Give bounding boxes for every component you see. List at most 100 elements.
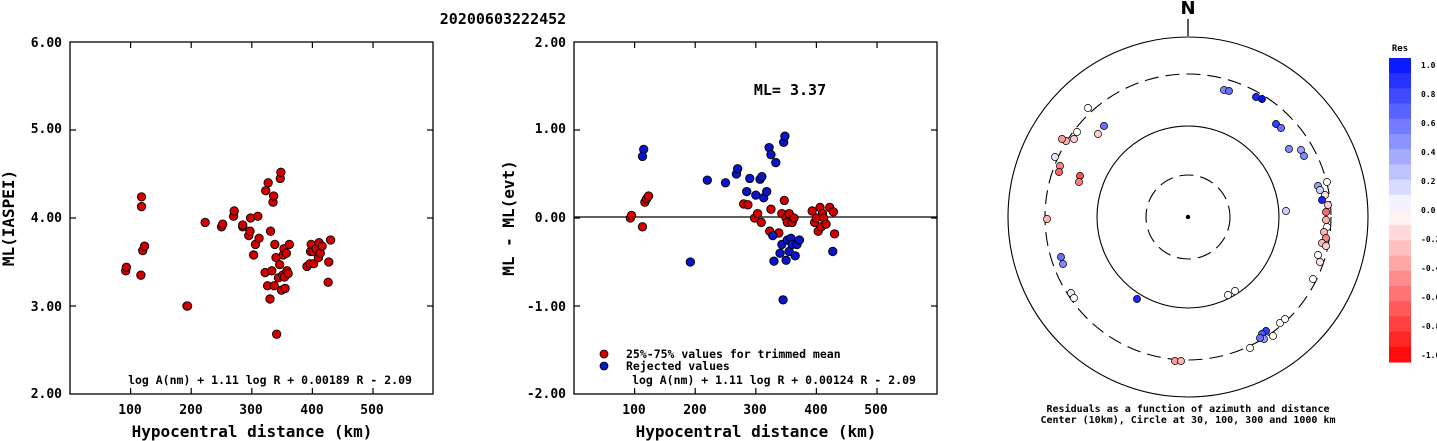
- data-point: [276, 167, 286, 177]
- station-point: [1323, 178, 1331, 186]
- data-point-rejected: [685, 257, 696, 267]
- colorbar-label: -0.6: [1421, 293, 1437, 302]
- data-point-used: [789, 213, 799, 223]
- data-point: [182, 301, 193, 311]
- x-tick-label: 300: [239, 403, 263, 418]
- station-point: [1100, 122, 1108, 130]
- circle-1000km: [1007, 36, 1369, 398]
- colorbar-label: 0.4: [1421, 148, 1436, 157]
- data-point-rejected: [771, 157, 781, 168]
- equation-text: log A(nm) + 1.11 log R + 0.00189 R - 2.0…: [128, 373, 412, 387]
- colorbar-label: 0.2: [1421, 177, 1436, 186]
- legend-marker-rejected: [599, 361, 609, 371]
- station-point: [1322, 242, 1330, 250]
- data-point: [283, 268, 293, 279]
- data-point: [270, 239, 280, 250]
- data-point-rejected: [702, 175, 712, 185]
- data-point-used: [643, 191, 654, 201]
- x-tick-label: 400: [300, 403, 324, 418]
- station-point: [1256, 334, 1264, 342]
- x-tick-labels: 100 200 300 400 500: [118, 403, 384, 418]
- data-point-rejected: [751, 190, 761, 200]
- station-point: [1300, 152, 1308, 160]
- data-points: [625, 131, 840, 305]
- data-point: [271, 329, 282, 339]
- colorbar-swatch: [1389, 225, 1411, 241]
- station-point: [1277, 124, 1285, 132]
- data-point-used: [756, 217, 766, 228]
- station-point: [1324, 201, 1332, 209]
- y-tick-labels: 2.00 1.00 0.00 -1.00 -2.00: [527, 36, 566, 402]
- station-point: [1133, 295, 1141, 303]
- data-point: [265, 294, 275, 304]
- data-point: [253, 211, 263, 221]
- circle-100km: [1096, 125, 1280, 309]
- colorbar-swatch: [1389, 210, 1411, 226]
- station-point: [1318, 196, 1326, 204]
- station-point: [1224, 291, 1232, 299]
- data-point-rejected: [742, 186, 752, 197]
- station-point: [1281, 315, 1289, 323]
- station-points: [1043, 86, 1332, 365]
- data-point: [261, 186, 271, 196]
- x-axis-label: Hypocentral distance (km): [132, 422, 373, 441]
- data-point-rejected: [790, 251, 800, 261]
- data-point: [323, 277, 333, 287]
- station-point: [1051, 153, 1059, 161]
- colorbar-swatch: [1389, 286, 1411, 302]
- colorbar-swatch: [1389, 255, 1411, 272]
- colorbar-swatch: [1389, 179, 1411, 196]
- colorbar-title: Res: [1392, 44, 1408, 54]
- center-point: [1185, 214, 1191, 220]
- data-point-rejected: [720, 178, 731, 188]
- polar-residual-map: N Residuals as a function of azimuth and…: [1007, 0, 1369, 426]
- figure-title: 20200603222452: [440, 10, 566, 28]
- data-point-used: [766, 204, 776, 214]
- polar-caption-line2: Center (10km), Circle at 30, 100, 300 an…: [1040, 414, 1335, 426]
- colorbar-swatches: [1389, 58, 1411, 363]
- data-point-used: [828, 207, 839, 217]
- data-point: [268, 191, 279, 201]
- polar-caption-line1: Residuals as a function of azimuth and d…: [1047, 403, 1330, 415]
- chart-residual-vs-distance: 2.00 1.00 0.00 -1.00 -2.00 100 200 300 4…: [499, 36, 938, 441]
- data-point: [324, 257, 334, 267]
- legend-label-used: 25%-75% values for trimmed mean: [626, 347, 841, 361]
- data-point: [325, 235, 336, 245]
- station-point: [1070, 294, 1078, 302]
- colorbar-label: -1.0: [1421, 351, 1437, 360]
- x-tick-label: 200: [683, 403, 707, 418]
- x-tick-label: 500: [864, 403, 888, 418]
- data-point-rejected: [769, 256, 779, 266]
- data-point-rejected: [757, 171, 767, 182]
- colorbar-swatch: [1389, 316, 1411, 333]
- y-tick-label: 0.00: [535, 211, 566, 226]
- data-point: [245, 226, 255, 236]
- x-tick-label: 100: [622, 403, 646, 418]
- station-point: [1084, 104, 1092, 112]
- data-point-rejected: [781, 255, 791, 265]
- station-point: [1316, 258, 1324, 266]
- ml-value-text: ML= 3.37: [754, 81, 826, 99]
- colorbar-swatch: [1389, 164, 1411, 181]
- data-point: [280, 283, 290, 294]
- colorbar-swatch: [1389, 118, 1411, 135]
- colorbar: Res 1.0 0.8 0.6 0.4 0.2 0.0 -0.2 -0.4 -0…: [1389, 44, 1437, 363]
- colorbar-swatch: [1389, 103, 1411, 120]
- data-points: [121, 167, 336, 339]
- data-point: [248, 250, 259, 260]
- y-tick-label: 2.00: [31, 387, 62, 402]
- station-point: [1231, 287, 1239, 295]
- tick-marks: [574, 42, 937, 394]
- colorbar-swatch: [1389, 240, 1411, 257]
- data-point-rejected: [732, 164, 743, 174]
- colorbar-swatch: [1389, 134, 1411, 150]
- data-point-used: [626, 210, 637, 221]
- data-point-used: [829, 229, 840, 239]
- chart-ml-vs-distance: 6.00 5.00 4.00 3.00 2.00 100 200 300 400…: [0, 36, 434, 441]
- station-point: [1258, 95, 1266, 103]
- station-point: [1075, 178, 1083, 186]
- data-point: [317, 241, 327, 251]
- data-point: [229, 206, 239, 216]
- station-point: [1282, 207, 1290, 215]
